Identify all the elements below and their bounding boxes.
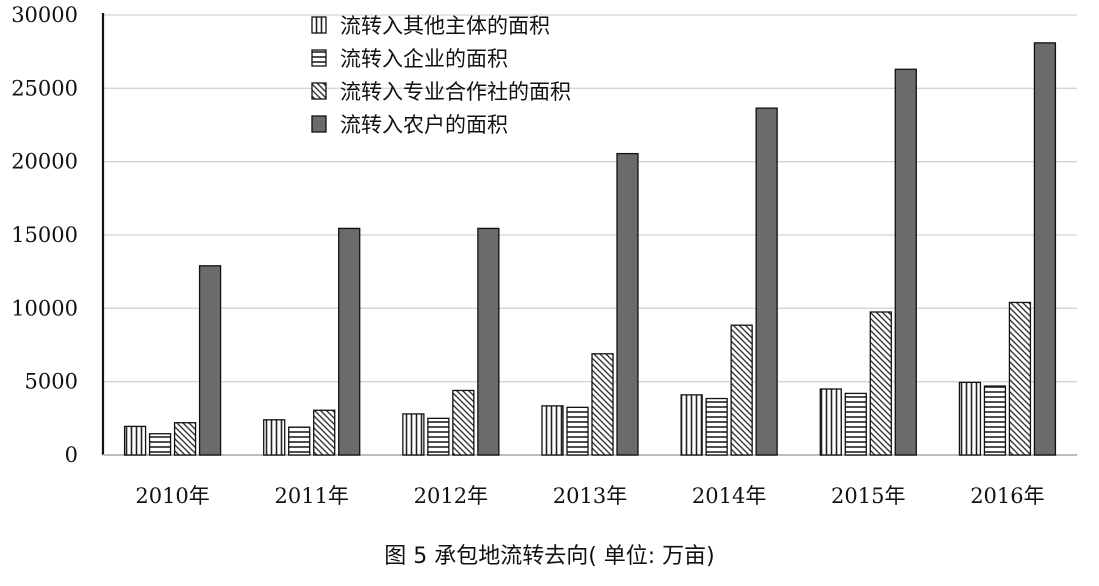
gridlines	[103, 14, 1077, 383]
legend-label: 流转入企业的面积	[340, 47, 508, 71]
y-tick-label: 5000	[25, 370, 78, 394]
y-tick-label: 0	[65, 443, 78, 467]
bar	[869, 311, 892, 456]
bar	[427, 417, 450, 456]
bar	[402, 413, 425, 456]
x-category-label: 2016年	[970, 484, 1044, 508]
y-tick-labels: 0 5000 10000 15000 20000 25000 30000	[11, 3, 78, 467]
legend-label: 流转入农户的面积	[340, 113, 508, 137]
x-category-label: 2011年	[274, 484, 348, 508]
bar	[894, 68, 917, 456]
bar	[313, 409, 336, 456]
bar	[755, 107, 778, 456]
legend-swatch	[311, 115, 327, 133]
y-tick-label: 20000	[11, 150, 78, 174]
x-category-label: 2014年	[692, 484, 766, 508]
x-category-label: 2010年	[135, 484, 209, 508]
x-category-labels: 2010年 2011年 2012年 2013年 2014年 2015年 2016年	[135, 484, 1044, 508]
bar	[730, 324, 753, 456]
legend-label: 流转入专业合作社的面积	[340, 80, 571, 104]
bar-chart-svg: 0 5000 10000 15000 20000 25000 30000 2010年 2011…	[11, 3, 1077, 508]
bar	[123, 425, 147, 456]
y-tick-label: 10000	[11, 296, 78, 320]
bar	[288, 426, 311, 456]
bar	[819, 388, 842, 456]
bar	[566, 406, 589, 456]
bar	[173, 422, 197, 456]
x-category-label: 2013年	[553, 484, 627, 508]
bar	[198, 265, 222, 456]
bar	[680, 394, 703, 456]
y-tick-label: 25000	[11, 76, 78, 100]
bar	[616, 152, 639, 456]
x-category-label: 2015年	[831, 484, 905, 508]
bar	[338, 227, 361, 456]
legend-label: 流转入其他主体的面积	[340, 14, 550, 38]
bar	[958, 381, 982, 456]
bar	[1033, 42, 1057, 456]
bar	[844, 392, 867, 456]
y-tick-label: 30000	[11, 3, 78, 27]
bar	[148, 433, 172, 456]
x-category-label: 2012年	[414, 484, 488, 508]
bar	[477, 227, 500, 456]
bar	[541, 405, 564, 456]
legend-swatch	[311, 82, 327, 100]
legend-swatch	[311, 16, 327, 34]
axes	[101, 13, 1077, 456]
bars	[123, 42, 1057, 456]
bar	[983, 385, 1007, 456]
figure-caption: 图 5 承包地流转去向( 单位: 万亩)	[384, 544, 715, 569]
y-tick-label: 15000	[11, 223, 78, 247]
bar	[591, 353, 614, 456]
bar	[1008, 301, 1032, 456]
bar	[705, 397, 728, 456]
bar	[263, 419, 286, 456]
bar	[452, 389, 475, 456]
legend-swatch	[311, 49, 327, 67]
